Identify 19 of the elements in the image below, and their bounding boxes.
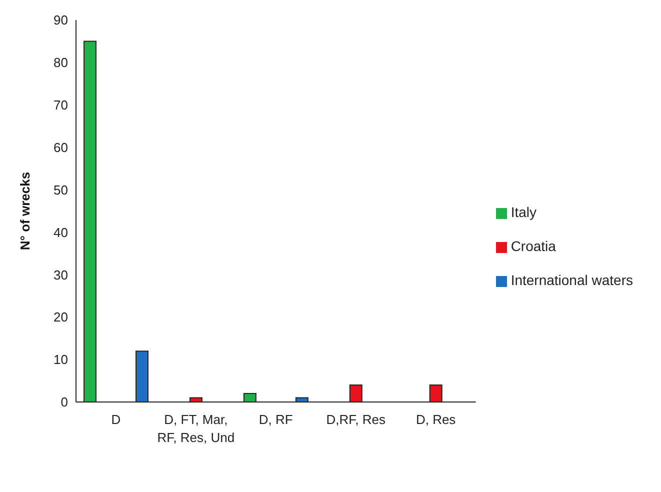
x-tick-label: D, FT, Mar, RF, Res, Und [157,412,235,445]
legend-label: Croatia [510,238,556,254]
legend-label: International waters [510,272,633,288]
x-tick-label: D [111,412,121,427]
x-tick-label: D, Res [416,412,456,427]
y-tick-label: 10 [54,352,68,368]
y-tick-label: 60 [54,140,68,155]
y-tick-label: 70 [54,98,68,113]
y-tick-label: 80 [54,55,68,70]
x-tick-label: D, RF [258,412,293,427]
y-tick-label: 50 [54,182,68,198]
y-tick-label: 90 [54,12,68,28]
y-tick-label: 0 [60,394,68,410]
y-axis-title: N° of wrecks [18,172,33,250]
legend-label: Italy [510,204,536,220]
y-tick-label: 20 [54,310,68,325]
y-tick-label: 30 [54,267,68,282]
x-tick-label: D,RF, Res [326,412,386,427]
y-tick-label: 40 [54,224,68,240]
